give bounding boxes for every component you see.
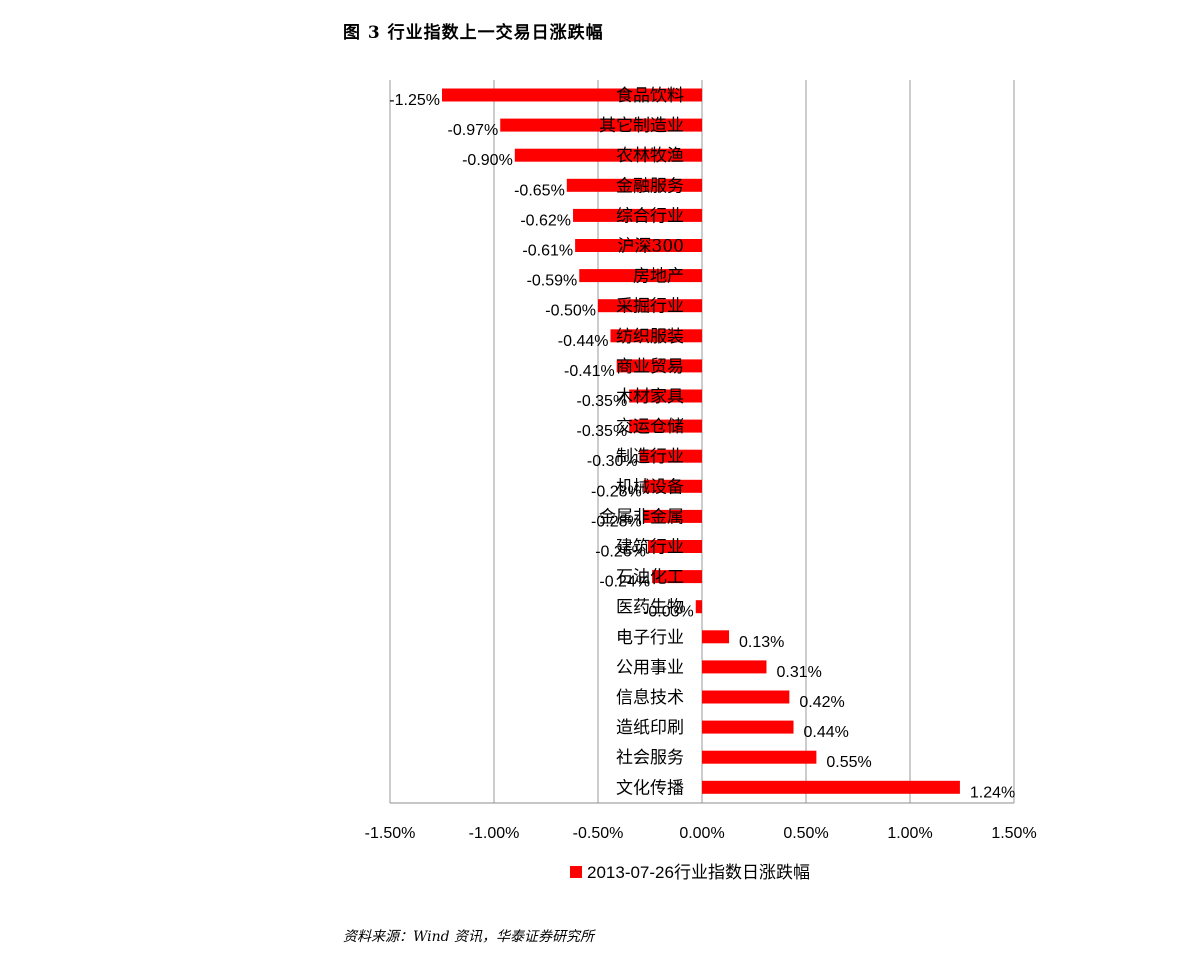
category-label-3: 金融服务: [616, 176, 684, 196]
category-label-16: 石油化工: [616, 568, 684, 588]
bar-9: [616, 359, 702, 373]
bar-14: [643, 509, 702, 523]
data-label-15: -0.26%: [595, 544, 646, 561]
bar-21: [702, 720, 794, 734]
category-label-21: 造纸印刷: [616, 718, 684, 738]
legend-label: 2013-07-26行业指数日涨跌幅: [587, 863, 810, 882]
legend-swatch: [570, 866, 582, 878]
bar-17: [695, 600, 702, 614]
category-label-4: 综合行业: [616, 206, 684, 226]
bar-8: [610, 329, 702, 343]
category-label-19: 公用事业: [616, 658, 684, 678]
data-label-17: -0.03%: [643, 604, 694, 621]
data-label-16: -0.24%: [599, 574, 650, 591]
category-label-14: 金属非金属: [599, 507, 684, 527]
bar-1: [500, 118, 702, 132]
category-label-7: 采掘行业: [616, 297, 684, 317]
category-label-8: 纺织服装: [616, 327, 684, 347]
category-label-6: 房地产: [633, 267, 684, 287]
data-label-12: -0.30%: [587, 453, 638, 470]
bar-0: [442, 88, 702, 102]
category-label-5: 沪深300: [618, 237, 684, 257]
data-label-6: -0.59%: [527, 273, 578, 290]
bar-16: [652, 570, 702, 584]
bars: [442, 88, 960, 794]
category-label-13: 机械设备: [616, 477, 684, 497]
category-label-1: 其它制造业: [599, 116, 684, 136]
bar-18: [702, 630, 730, 644]
category-label-20: 信息技术: [616, 688, 684, 708]
category-label-11: 交运仓储: [616, 417, 684, 437]
grid-lines: [389, 80, 1015, 804]
data-label-19: 0.31%: [776, 664, 821, 681]
legend: 2013-07-26行业指数日涨跌幅: [570, 863, 810, 882]
data-label-2: -0.90%: [462, 152, 513, 169]
bar-10: [629, 389, 702, 403]
bar-15: [647, 540, 702, 553]
category-label-23: 文化传播: [616, 778, 684, 798]
bar-7: [598, 299, 702, 313]
data-label-23: 1.24%: [970, 784, 1015, 801]
bar-5: [575, 239, 702, 252]
x-tick-label-5: 1.00%: [887, 825, 932, 842]
bar-20: [702, 690, 790, 704]
category-label-9: 商业贸易: [616, 357, 684, 377]
figure-title: 图 3 行业指数上一交易日涨跌幅: [343, 23, 604, 43]
bar-12: [639, 449, 702, 463]
data-label-1: -0.97%: [448, 122, 499, 139]
x-tick-label-1: -1.00%: [469, 825, 520, 842]
data-label-11: -0.35%: [576, 423, 627, 440]
bar-4: [573, 208, 702, 222]
data-label-0: -1.25%: [389, 92, 440, 109]
data-label-9: -0.41%: [564, 363, 615, 380]
category-label-18: 电子行业: [616, 628, 684, 648]
data-label-3: -0.65%: [514, 182, 565, 199]
data-label-13: -0.28%: [591, 483, 642, 500]
bar-19: [702, 660, 767, 674]
x-tick-label-4: 0.50%: [783, 825, 828, 842]
bar-2: [514, 148, 702, 162]
data-label-10: -0.35%: [576, 393, 627, 410]
bar-11: [629, 419, 702, 433]
x-tick-labels: -1.50% -1.00% -0.50% 0.00% 0.50% 1.00% 1.50%: [365, 825, 1037, 842]
data-label-21: 0.44%: [804, 724, 849, 741]
category-label-17: 医药生物: [616, 598, 684, 618]
category-label-0: 食品饮料: [616, 86, 684, 106]
data-label-7: -0.50%: [545, 303, 596, 320]
source-note: 资料来源：Wind 资讯，华泰证券研究所: [343, 929, 595, 945]
data-labels: -1.25% -0.97% -0.90%-0.65% -0.62% -0.61% -0.5…: [389, 92, 1015, 801]
data-label-4: -0.62%: [520, 212, 571, 229]
data-label-20: 0.42%: [799, 694, 844, 711]
data-label-22: 0.55%: [826, 754, 871, 771]
x-tick-label-6: 1.50%: [991, 825, 1036, 842]
x-tick-label-0: -1.50%: [365, 825, 416, 842]
category-label-12: 制造行业: [616, 447, 684, 467]
data-label-5: -0.61%: [522, 243, 573, 260]
x-tick-label-2: -0.50%: [573, 825, 624, 842]
category-label-15: 建筑行业: [616, 538, 684, 558]
category-label-2: 农林牧渔: [616, 146, 684, 166]
bar-3: [566, 178, 702, 192]
category-label-22: 社会服务: [616, 748, 684, 768]
bar-23: [702, 780, 960, 794]
category-label-10: 木材家具: [616, 387, 684, 407]
bar-13: [643, 479, 702, 493]
x-tick-label-3: 0.00%: [679, 825, 724, 842]
data-label-18: 0.13%: [739, 634, 784, 651]
data-label-8: -0.44%: [558, 333, 609, 350]
data-label-14: -0.28%: [591, 513, 642, 530]
bar-22: [702, 750, 817, 764]
bar-6: [579, 269, 702, 283]
